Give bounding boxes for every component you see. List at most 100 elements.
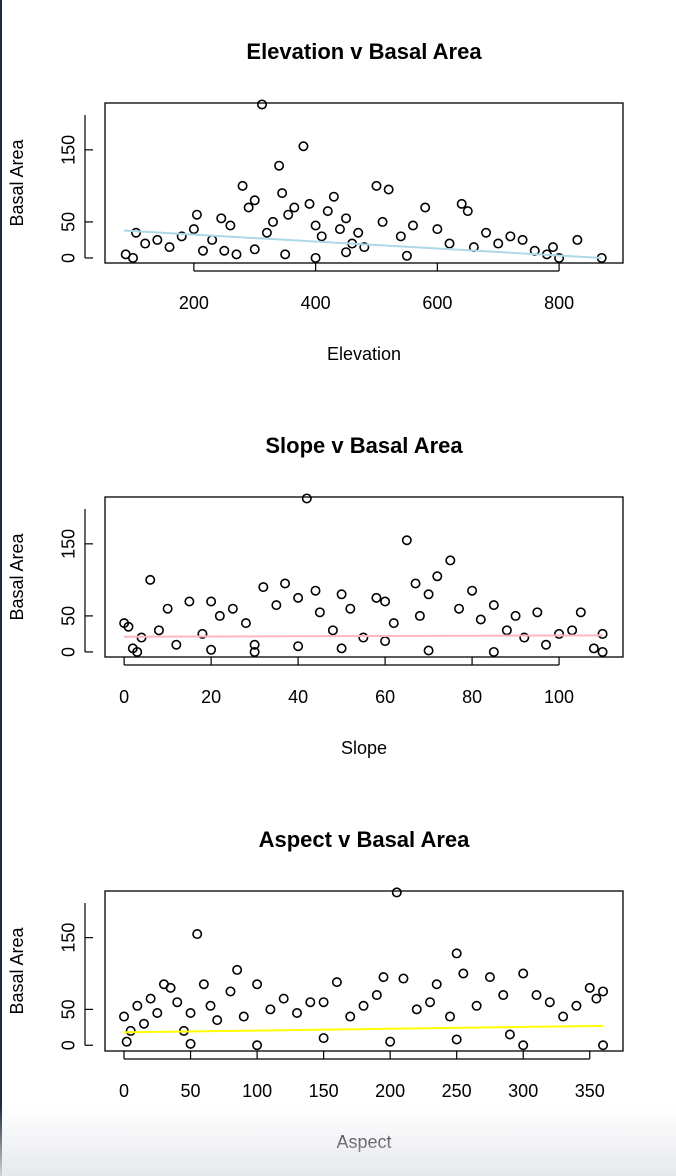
point — [305, 997, 316, 1008]
point — [298, 141, 309, 152]
point — [336, 643, 347, 654]
window-edge — [0, 0, 2, 1176]
point — [444, 238, 455, 249]
point — [216, 213, 227, 224]
point — [249, 646, 260, 657]
point — [488, 646, 499, 657]
point — [371, 990, 382, 1001]
point — [504, 1029, 515, 1040]
point — [225, 986, 236, 997]
point — [280, 578, 291, 589]
y-tick-label: 50 — [59, 212, 79, 232]
point — [206, 644, 217, 655]
point — [283, 209, 294, 220]
point — [184, 596, 195, 607]
point — [597, 628, 608, 639]
point — [292, 1007, 303, 1018]
point — [501, 625, 512, 636]
point — [432, 224, 443, 235]
point — [591, 993, 602, 1004]
point — [544, 997, 555, 1008]
point — [456, 198, 467, 209]
plot-frame — [104, 890, 624, 1052]
point — [119, 1011, 130, 1022]
point — [125, 1025, 136, 1036]
point — [145, 993, 156, 1004]
point — [571, 1000, 582, 1011]
point — [517, 234, 528, 245]
x-tick-label: 80 — [462, 687, 482, 707]
point — [231, 249, 242, 260]
x-tick-label: 60 — [375, 687, 395, 707]
point — [314, 607, 325, 618]
point — [267, 216, 278, 227]
point — [121, 1036, 132, 1047]
point — [152, 1007, 163, 1018]
y-axis-label: Basal Area — [7, 926, 27, 1014]
point — [398, 973, 409, 984]
point — [258, 582, 269, 593]
point — [462, 206, 473, 217]
point — [328, 191, 339, 202]
point — [458, 968, 469, 979]
point — [345, 603, 356, 614]
point — [132, 646, 143, 657]
point — [385, 1036, 396, 1047]
point — [411, 1004, 422, 1015]
point — [212, 1015, 223, 1026]
point — [152, 234, 163, 245]
point — [558, 1011, 569, 1022]
point — [252, 1040, 263, 1051]
point — [289, 202, 300, 213]
point — [252, 979, 263, 990]
point — [431, 979, 442, 990]
chart-title: Slope v Basal Area — [265, 433, 463, 458]
point — [588, 643, 599, 654]
point — [572, 234, 583, 245]
point — [505, 231, 516, 242]
point — [185, 1038, 196, 1049]
point — [334, 224, 345, 235]
point — [316, 231, 327, 242]
point — [471, 1000, 482, 1011]
x-tick-label: 100 — [544, 687, 574, 707]
point — [518, 1040, 529, 1051]
point — [341, 247, 352, 258]
point — [277, 188, 288, 199]
point — [322, 206, 333, 217]
point — [257, 99, 268, 110]
point — [407, 220, 418, 231]
point — [445, 555, 456, 566]
y-tick-label: 0 — [59, 253, 79, 263]
point — [185, 1007, 196, 1018]
trend-line — [123, 229, 602, 259]
point — [484, 972, 495, 983]
point — [131, 227, 142, 238]
x-tick-label: 600 — [422, 293, 452, 313]
point — [207, 234, 218, 245]
point — [128, 252, 139, 263]
point — [345, 1011, 356, 1022]
point — [377, 216, 388, 227]
chart-title: Elevation v Basal Area — [246, 39, 482, 64]
y-axis-label: Basal Area — [7, 138, 27, 226]
point — [237, 180, 248, 191]
point — [274, 160, 285, 171]
point — [249, 639, 260, 650]
point — [171, 639, 182, 650]
y-axis-label: Basal Area — [7, 532, 27, 620]
point — [310, 252, 321, 263]
point — [481, 227, 492, 238]
point — [219, 245, 230, 256]
y-tick-label: 0 — [59, 647, 79, 657]
point — [395, 231, 406, 242]
point — [359, 242, 370, 253]
point — [378, 972, 389, 983]
point — [232, 964, 243, 975]
point — [475, 614, 486, 625]
point — [432, 571, 443, 582]
y-tick-label: 50 — [59, 999, 79, 1019]
point — [197, 628, 208, 639]
point — [388, 618, 399, 629]
point — [318, 997, 329, 1008]
